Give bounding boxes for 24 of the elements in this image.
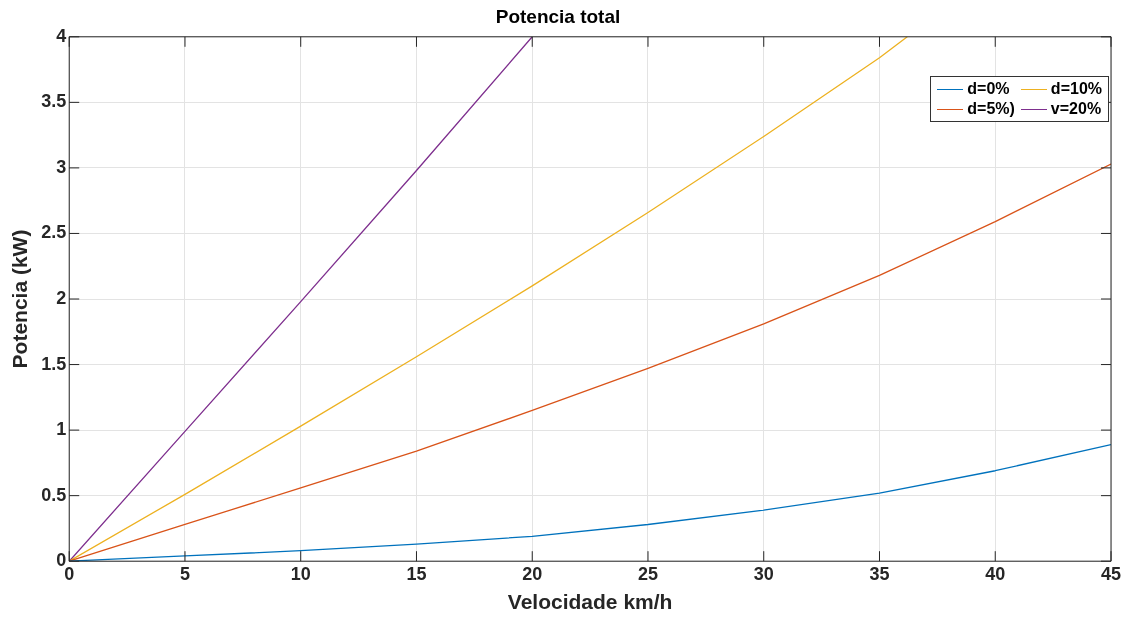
- x-tick-label: 10: [290, 563, 311, 584]
- y-tick-label: 3: [56, 156, 67, 177]
- x-tick-label: 30: [753, 563, 774, 584]
- x-tick-label: 15: [406, 563, 427, 584]
- x-tick-label: 20: [522, 563, 543, 584]
- legend-label: v=20%: [1050, 100, 1102, 118]
- y-tick-label: 2.5: [41, 222, 67, 243]
- x-tick-label: 40: [985, 563, 1006, 584]
- x-tick-label: 5: [179, 563, 190, 584]
- y-axis-title: Potencia (kW): [8, 229, 32, 369]
- x-tick-label: 45: [1100, 563, 1122, 584]
- x-axis-title: Velocidade km/h: [507, 590, 673, 614]
- x-tick-label: 25: [637, 563, 658, 584]
- y-tick-label: 1.5: [41, 353, 67, 374]
- x-tick-label: 35: [869, 563, 890, 584]
- chart-title: Potencia total: [495, 5, 621, 27]
- legend-label: d=0%: [967, 80, 1010, 98]
- y-tick-label: 4: [56, 25, 67, 46]
- y-tick-label: 1: [56, 419, 67, 440]
- legend-label: d=5%): [967, 100, 1015, 118]
- y-tick-label: 3.5: [41, 91, 67, 112]
- legend-label: d=10%: [1050, 80, 1102, 98]
- y-tick-label: 0.5: [41, 484, 67, 505]
- y-tick-label: 2: [56, 287, 67, 308]
